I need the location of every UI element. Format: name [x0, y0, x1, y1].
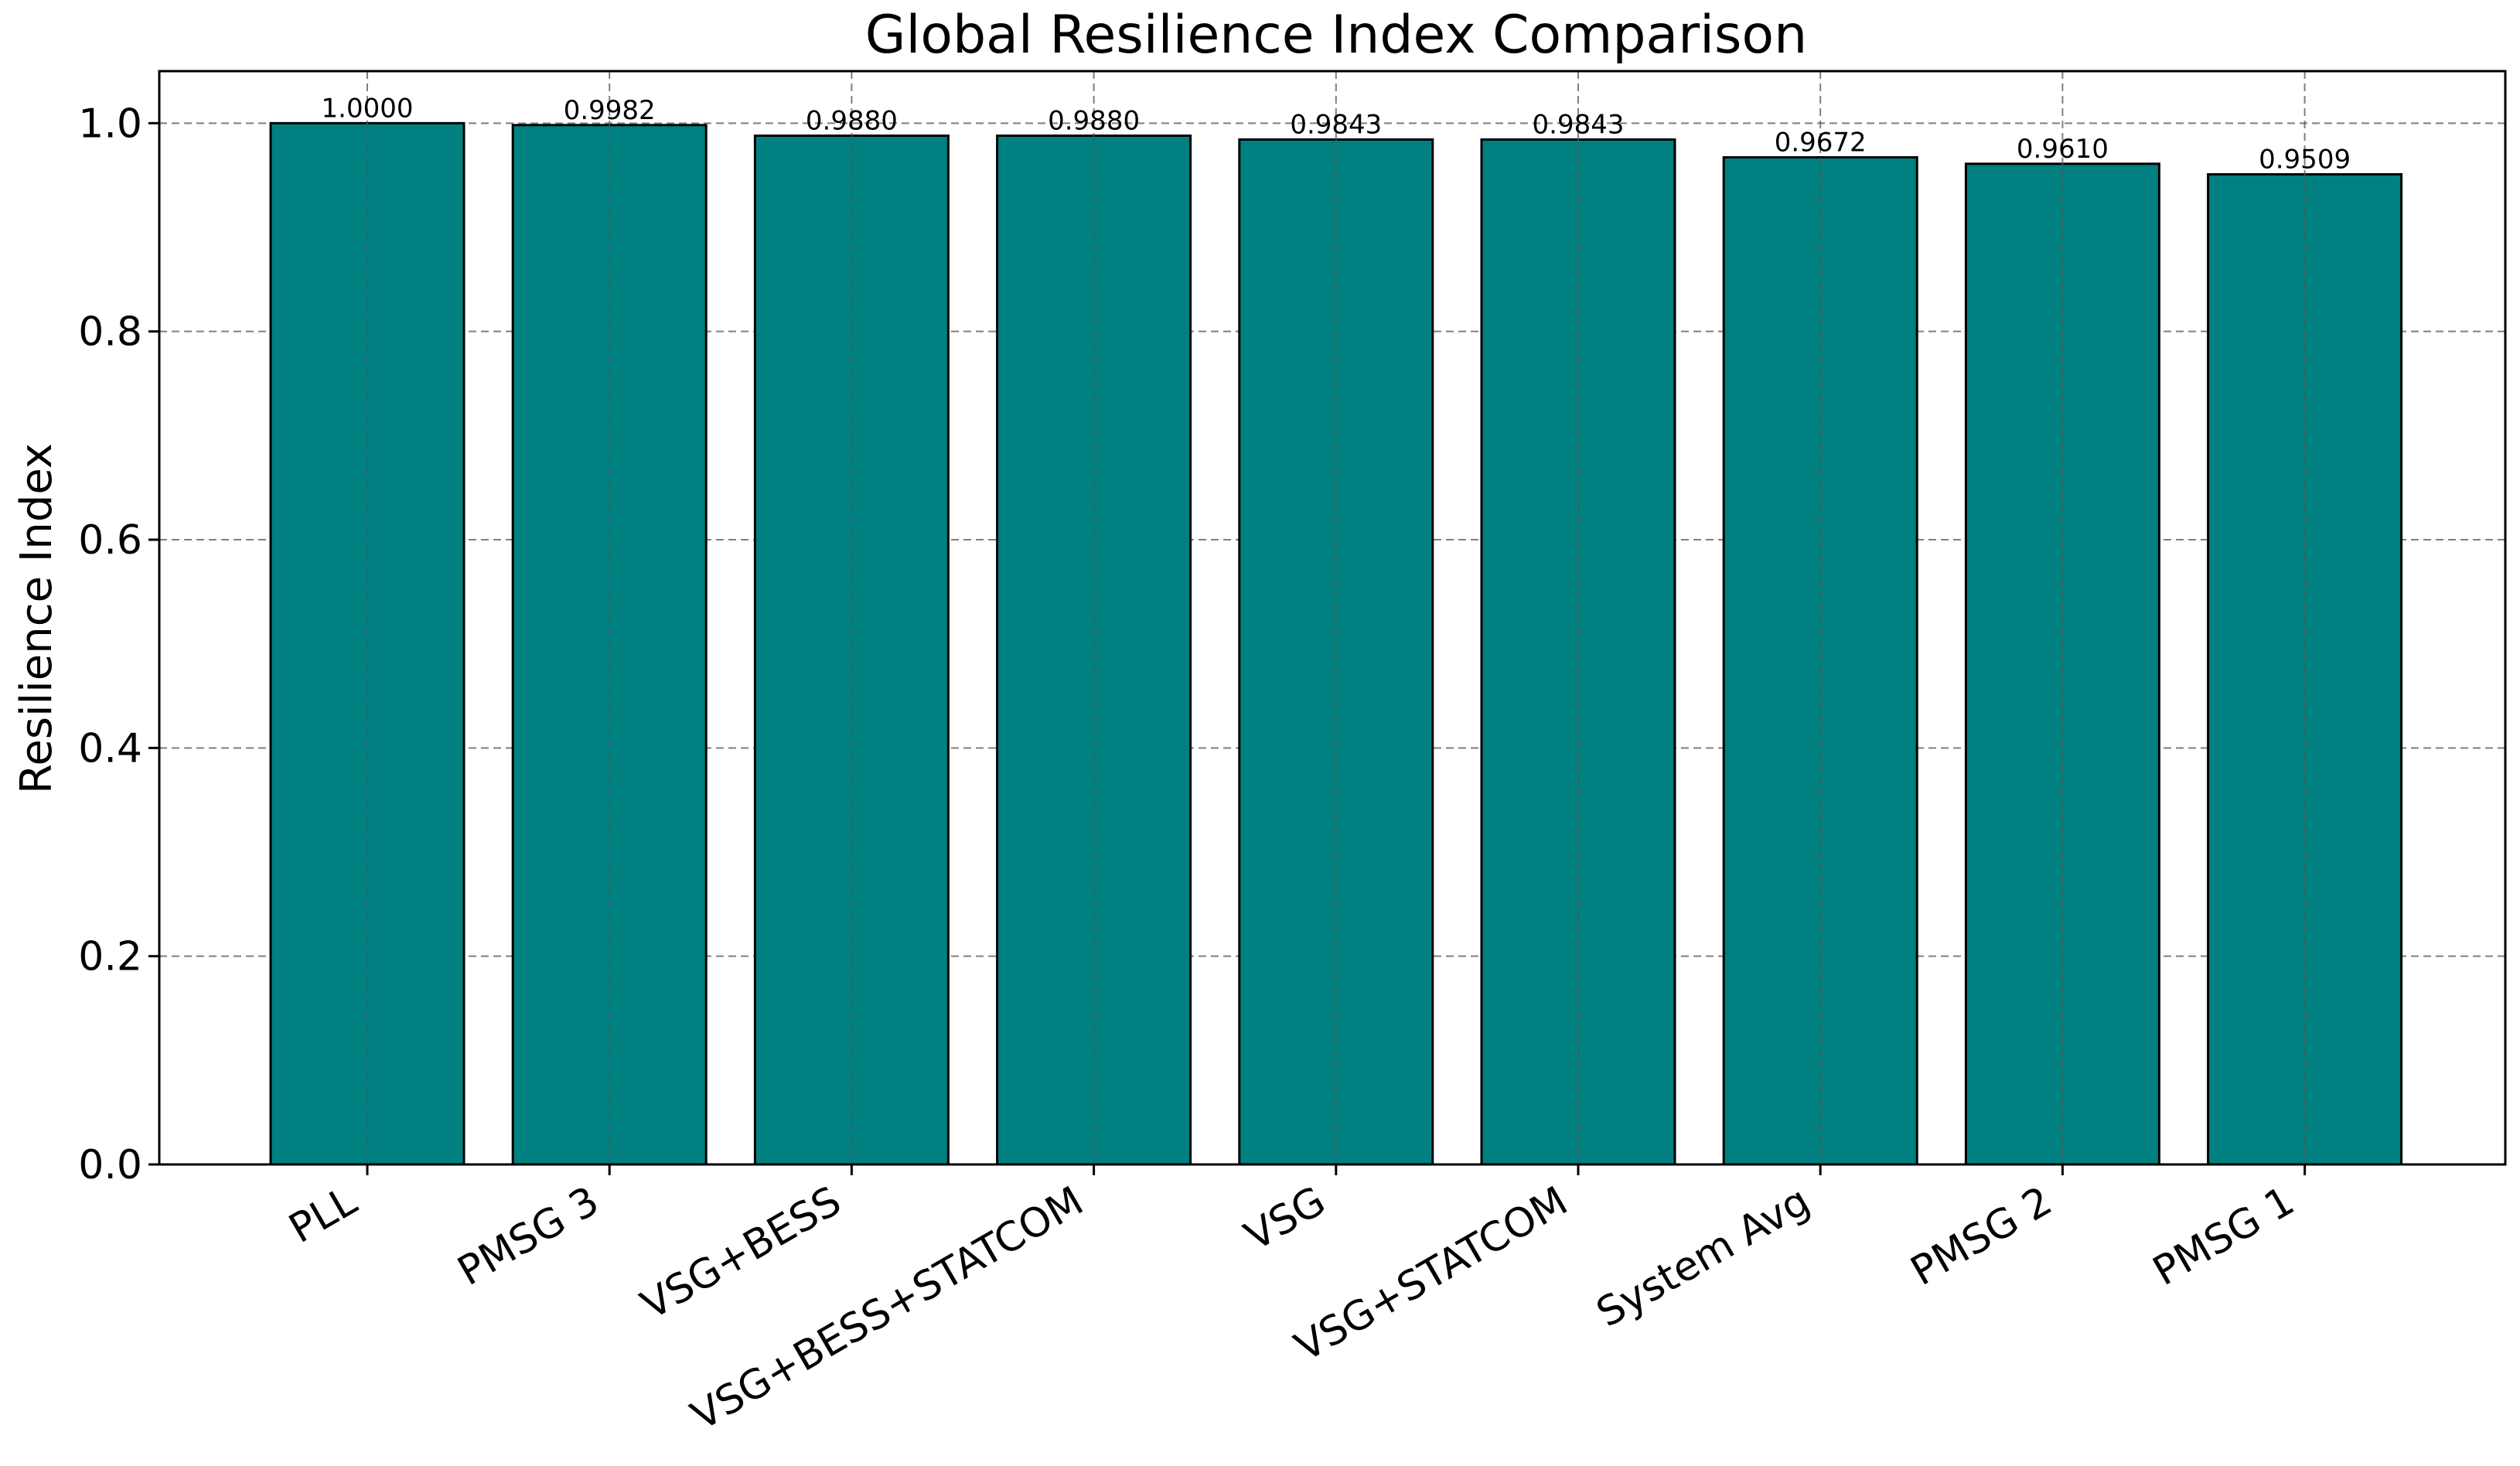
plot-frame	[158, 70, 2507, 1166]
data-label-2: 0.9880	[806, 105, 898, 136]
x-tick-label-8: PMSG 1	[2146, 1178, 2302, 1295]
y-tick-label: 1.0	[78, 101, 142, 147]
bar-3	[996, 134, 1192, 1166]
bar-7	[1964, 162, 2160, 1166]
bar-5	[1480, 138, 1676, 1166]
bar-4	[1238, 138, 1434, 1166]
data-label-7: 0.9610	[2017, 134, 2109, 165]
bar-2	[753, 134, 950, 1166]
y-tick-label: 0.8	[78, 309, 142, 356]
y-tick-label: 0.2	[78, 934, 142, 980]
data-label-0: 1.0000	[322, 93, 414, 124]
data-label-3: 0.9880	[1048, 105, 1140, 136]
data-label-4: 0.9843	[1290, 109, 1382, 140]
data-labels: 1.0000 0.9982 0.9880 0.9880 0.9843 0.9843 0.96…	[322, 93, 2351, 175]
y-ticks: 0.0 0.2 0.4 0.6 0.8 1.0	[78, 101, 159, 1188]
data-label-5: 0.9843	[1533, 109, 1625, 140]
data-label-6: 0.9672	[1775, 128, 1867, 159]
y-tick-label: 0.0	[78, 1142, 142, 1188]
x-tick-label-3: VSG+BESS+STATCOM	[684, 1178, 1091, 1440]
data-label-1: 0.9982	[564, 95, 656, 126]
x-tick-label-7: PMSG 2	[1903, 1178, 2059, 1295]
y-axis-label: Resilience Index	[12, 443, 62, 794]
x-tick-label-4: VSG	[1237, 1178, 1333, 1260]
x-tick-label-5: VSG+STATCOM	[1287, 1178, 1576, 1371]
x-tick-label-6: System Avg	[1589, 1178, 1818, 1336]
data-label-8: 0.9509	[2259, 144, 2351, 175]
x-tick-label-1: PMSG 3	[450, 1178, 606, 1295]
x-tick-label-0: PLL	[281, 1178, 364, 1253]
x-tick-label-2: VSG+BESS	[633, 1178, 849, 1328]
y-tick-label: 0.4	[78, 725, 142, 772]
chart-title: Global Resilience Index Comparison	[865, 5, 1807, 66]
vertical-grid-layer	[367, 71, 2306, 1164]
y-tick-label: 0.6	[78, 517, 142, 564]
